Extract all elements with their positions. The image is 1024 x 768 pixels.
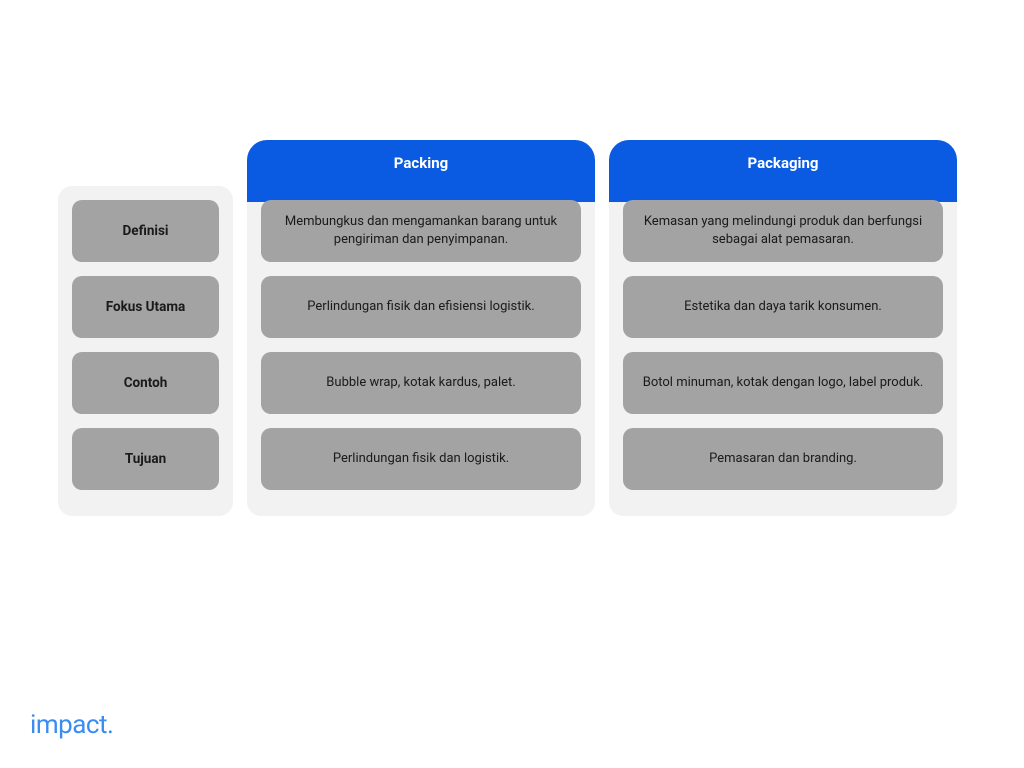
row-label: Contoh: [72, 352, 219, 414]
row-label: Fokus Utama: [72, 276, 219, 338]
row-label: Definisi: [72, 200, 219, 262]
table-cell: Estetika dan daya tarik konsumen.: [623, 276, 943, 338]
table-cell: Perlindungan fisik dan logistik.: [261, 428, 581, 490]
table-cell: Pemasaran dan branding.: [623, 428, 943, 490]
column-packaging: Packaging Kemasan yang melindungi produk…: [609, 186, 957, 516]
brand-logo: impact.: [30, 710, 113, 740]
row-label: Tujuan: [72, 428, 219, 490]
table-cell: Perlindungan fisik dan efisiensi logisti…: [261, 276, 581, 338]
column-packing: Packing Membungkus dan mengamankan baran…: [247, 186, 595, 516]
table-cell: Membungkus dan mengamankan barang untuk …: [261, 200, 581, 262]
table-cell: Kemasan yang melindungi produk dan berfu…: [623, 200, 943, 262]
table-cell: Botol minuman, kotak dengan logo, label …: [623, 352, 943, 414]
column-header: Packaging: [609, 140, 957, 202]
comparison-table: Definisi Fokus Utama Contoh Tujuan Packi…: [0, 0, 1024, 516]
row-labels-column: Definisi Fokus Utama Contoh Tujuan: [58, 186, 233, 516]
column-header: Packing: [247, 140, 595, 202]
table-cell: Bubble wrap, kotak kardus, palet.: [261, 352, 581, 414]
